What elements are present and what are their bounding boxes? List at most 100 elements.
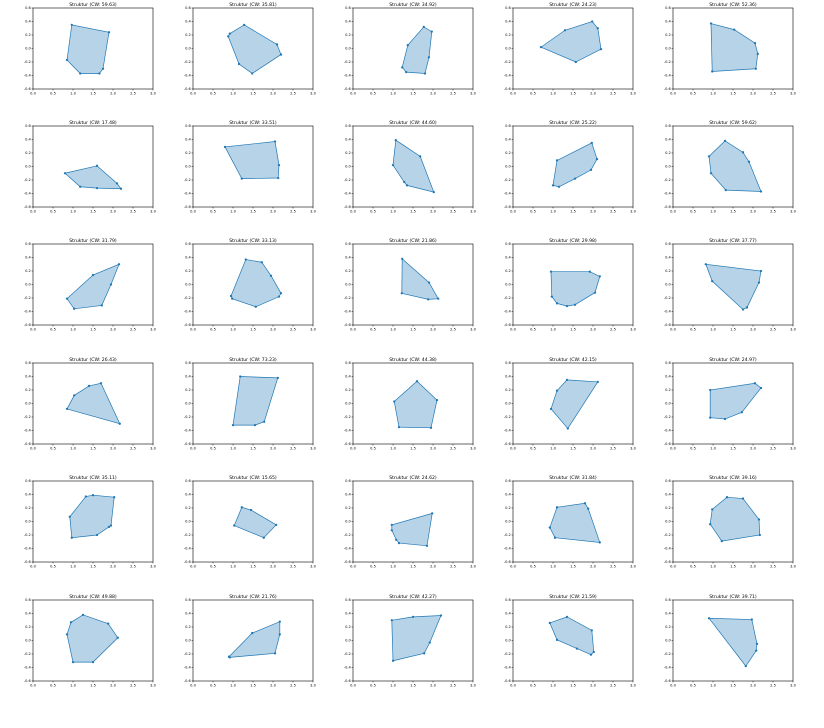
y-tick-label: 0.4 <box>345 612 351 616</box>
x-tick-label: 0.5 <box>50 91 56 95</box>
x-tick-label: 0.0 <box>30 327 36 331</box>
data-point <box>720 539 723 543</box>
data-point <box>432 191 435 194</box>
y-tick-label: -0.6 <box>504 87 512 91</box>
x-tick-label: 3.0 <box>790 209 796 213</box>
y-tick-label: -0.2 <box>664 415 671 419</box>
x-tick-label: 3.0 <box>470 327 476 331</box>
x-tick-label: 0.0 <box>510 446 516 450</box>
y-tick-label: 0.4 <box>665 612 671 616</box>
data-point <box>709 22 713 25</box>
data-point <box>390 529 393 532</box>
y-tick-label: 0.6 <box>185 479 191 483</box>
x-tick-label: 0.5 <box>50 683 56 687</box>
x-tick-label: 2.0 <box>110 209 116 213</box>
y-tick-label: 0.0 <box>345 639 351 643</box>
y-tick-label: -0.2 <box>24 652 31 656</box>
y-tick-label: -0.4 <box>184 666 192 670</box>
data-point <box>65 297 69 300</box>
data-point <box>275 523 278 527</box>
data-point <box>753 382 757 385</box>
subplot-title: Struktur (CW: 24.97) <box>709 357 757 363</box>
x-tick-label: 1.5 <box>570 683 576 687</box>
subplot-9: Struktur (CW: 25.22) 0.0 0.5 1.0 1.5 2.0 2.5 3.… <box>504 120 637 214</box>
data-point <box>566 427 569 430</box>
data-point <box>423 652 426 655</box>
data-point <box>555 638 559 641</box>
data-point <box>231 423 235 427</box>
subplot-15: Struktur (CW: 37.77) 0.0 0.5 1.0 1.5 2.0 2.5 3.… <box>664 238 797 332</box>
x-tick-label: 1.5 <box>570 446 576 450</box>
data-point <box>707 617 711 620</box>
convex-hull-area <box>233 506 277 539</box>
data-point <box>565 304 569 308</box>
data-point <box>550 295 553 298</box>
data-point <box>269 274 273 277</box>
y-tick-label: 0.0 <box>505 520 511 524</box>
data-point <box>277 176 280 180</box>
subplot-title: Struktur (CW: 37.77) <box>709 238 757 244</box>
data-point <box>548 526 551 529</box>
y-tick-label: -0.6 <box>664 205 672 209</box>
data-point <box>548 621 551 625</box>
y-tick-label: -0.2 <box>664 296 671 300</box>
subplot-23: Struktur (CW: 24.62) 0.0 0.5 1.0 1.5 2.0 2.5 3.… <box>344 475 477 569</box>
y-tick-label: 0.6 <box>185 598 191 602</box>
y-tick-label: 0.6 <box>185 242 191 246</box>
subplot-13: Struktur (CW: 21.86) 0.0 0.5 1.0 1.5 2.0 2.5 3.… <box>344 238 477 332</box>
x-tick-label: 1.5 <box>250 91 256 95</box>
x-tick-label: 2.0 <box>750 209 756 213</box>
data-point <box>254 305 257 308</box>
y-tick-label: 0.4 <box>185 375 191 379</box>
subplot-title: Struktur (CW: 15.65) <box>229 475 277 481</box>
data-point <box>401 66 404 69</box>
y-tick-label: -0.6 <box>24 560 32 564</box>
subplot-27: Struktur (CW: 21.76) 0.0 0.5 1.0 1.5 2.0 2.5 3.… <box>184 594 317 688</box>
data-point <box>397 425 401 429</box>
data-point <box>723 139 727 142</box>
y-tick-label: 0.4 <box>665 138 671 142</box>
y-tick-label: 0.4 <box>25 256 31 260</box>
data-point <box>555 506 559 509</box>
x-tick-label: 2.5 <box>610 91 616 95</box>
y-tick-label: -0.2 <box>664 60 671 64</box>
x-tick-label: 2.0 <box>590 327 596 331</box>
y-tick-label: -0.6 <box>344 323 352 327</box>
x-tick-label: 3.0 <box>470 91 476 95</box>
data-point <box>71 660 75 664</box>
y-tick-label: -0.4 <box>24 310 32 314</box>
y-tick-label: 0.0 <box>345 520 351 524</box>
subplot-title: Struktur (CW: 39.71) <box>709 594 757 600</box>
y-tick-label: 0.0 <box>185 47 191 51</box>
y-tick-label: 0.0 <box>25 639 31 643</box>
data-point <box>109 524 113 527</box>
x-tick-label: 0.5 <box>50 446 56 450</box>
y-tick-label: 0.6 <box>25 124 31 128</box>
data-point <box>759 190 763 193</box>
x-tick-label: 3.0 <box>310 327 316 331</box>
data-point <box>598 541 601 544</box>
subplot-16: Struktur (CW: 26.43) 0.0 0.5 1.0 1.5 2.0 2.5 3.… <box>24 357 157 451</box>
y-tick-label: 0.0 <box>185 520 191 524</box>
data-point <box>563 29 567 32</box>
data-point <box>278 633 281 636</box>
x-tick-label: 0.5 <box>690 327 696 331</box>
x-tick-label: 1.5 <box>570 209 576 213</box>
x-tick-label: 2.0 <box>750 564 756 568</box>
data-point <box>391 164 395 167</box>
data-point <box>589 168 593 172</box>
y-tick-label: 0.0 <box>25 520 31 524</box>
y-tick-label: 0.6 <box>185 361 191 365</box>
x-tick-label: 2.5 <box>770 91 776 95</box>
data-point <box>279 292 283 295</box>
data-point <box>759 269 763 273</box>
x-tick-label: 2.5 <box>770 327 776 331</box>
x-tick-label: 2.5 <box>290 446 296 450</box>
x-tick-label: 3.0 <box>310 683 316 687</box>
x-tick-label: 0.5 <box>210 327 216 331</box>
y-tick-label: -0.4 <box>24 74 32 78</box>
x-tick-label: 0.5 <box>370 209 376 213</box>
y-tick-label: -0.2 <box>344 296 351 300</box>
data-point <box>591 20 594 23</box>
x-tick-label: 0.5 <box>210 683 216 687</box>
